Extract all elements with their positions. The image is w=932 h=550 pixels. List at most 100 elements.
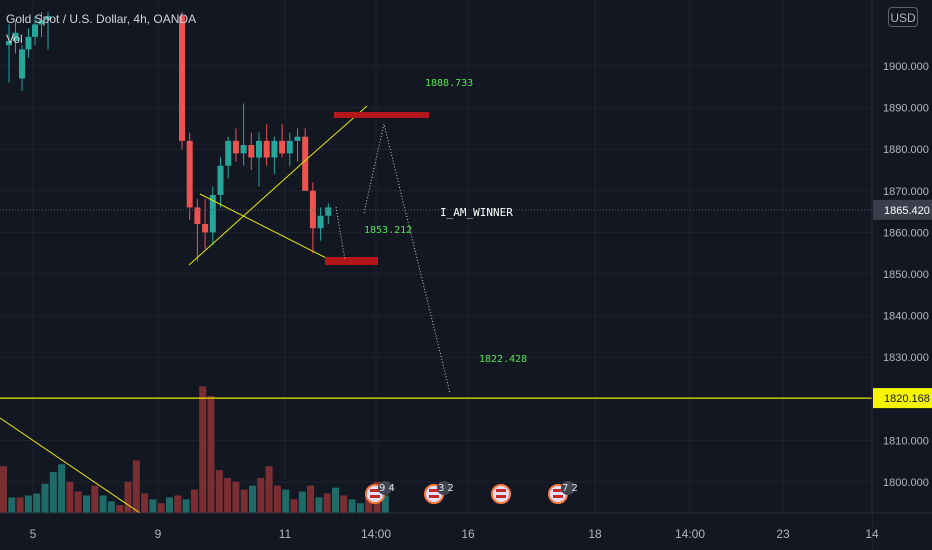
volume-bar [16,497,24,513]
volume-bar [332,487,339,513]
price-tick-label: 1830.000 [883,352,929,364]
volume-bar [8,497,16,513]
volume-bar [307,485,315,513]
time-tick-label: 14 [865,527,879,541]
time-tick-label: 23 [776,527,790,541]
volume-bar [257,477,265,513]
candle-body [12,32,19,42]
candle-body [194,207,201,225]
volume-bar [91,485,99,513]
time-tick-label: 11 [279,527,292,541]
trend-line [199,193,339,265]
candle-body [186,140,193,208]
candle-body [209,194,216,233]
volume-bar [83,495,90,513]
target-zone [325,257,378,265]
price-annotation: 1853.212 [364,225,412,236]
volume-bar [49,472,57,513]
badge-count-bg [437,481,451,495]
volume-bar [24,495,32,513]
volume-bar [190,489,198,513]
volume-bar [381,495,389,513]
us-flag-icon [491,484,511,504]
volume-bar [116,505,124,513]
volume-bar [0,466,7,513]
price-tick-label: 1860.000 [883,227,929,239]
volume-bar [323,493,331,513]
candle-body [232,140,239,154]
candle-body [302,136,309,191]
flag-stripe [370,495,380,498]
volume-bar [282,489,290,513]
volume-bar [365,495,373,513]
volume-bar [348,499,356,513]
current-price-label: 1865.420 [884,205,930,217]
candle-body [25,36,32,50]
flag-stripe [370,489,380,492]
volume-bar [273,485,281,513]
volume-bar [249,485,256,513]
volume-bar [290,499,298,513]
candle-body [6,41,12,46]
volume-bar [149,499,157,513]
time-tick-label: 18 [588,527,602,541]
candle-body [286,140,293,154]
volume-bar [315,497,323,513]
time-tick-label: 9 [155,527,162,541]
volume-bar [74,491,82,513]
price-annotation: 1822.428 [479,354,527,365]
price-tick-label: 1900.000 [883,61,929,73]
volume-bar [141,493,149,513]
price-tick-label: 1880.000 [883,144,929,156]
price-tick-label: 1890.000 [883,103,929,115]
currency-button[interactable]: USD [888,7,918,27]
target-zone [334,112,429,118]
candlesticks [6,11,332,262]
candle-body [263,140,270,158]
volume-bar [58,464,66,513]
volume-bar [298,491,306,513]
badge-count: 3 2 [438,483,454,494]
support-price-label: 1820.168 [884,393,930,405]
price-tick-label: 1810.000 [883,435,929,447]
winner-label: I_AM_WINNER [440,206,513,219]
volume-bar [215,470,223,513]
volume-bar [124,481,132,513]
flag-stripe [553,489,563,492]
candle-body [32,24,38,37]
flag-stripe [429,495,439,498]
candle-body [294,136,301,141]
badge-count: 7 2 [562,483,578,494]
time-axis [0,513,872,550]
volume-bar [132,460,140,513]
current-price-tag [873,199,932,220]
candle-body [317,215,324,229]
volume-bar [157,503,165,513]
candle-body [225,140,232,166]
price-axis [872,0,932,550]
volume-bar [182,499,190,513]
volume-bar [232,481,240,513]
flag-stripe [553,495,563,498]
volume-bar [356,503,364,513]
flag-stripe [496,495,506,498]
candle-body [248,145,255,158]
volume-label: Vol [6,32,23,46]
time-tick-label: 14:00 [361,527,391,541]
volume-bar [174,495,182,513]
candle-body [38,20,45,25]
volume-bar [240,489,248,513]
badge-count-bg [561,481,575,495]
volume-bar [199,386,207,513]
price-tick-label: 1850.000 [883,269,929,281]
symbol-title: Gold Spot / U.S. Dollar, 4h, OANDA [6,12,197,26]
price-tick-label: 1800.000 [883,477,929,489]
candle-body [240,145,247,154]
price-tick-label: 1840.000 [883,311,929,323]
volume-bar [107,501,115,513]
volume-bar [99,495,107,513]
badge-count-bg [378,481,392,495]
trend-line [188,157,309,266]
candle-body [271,140,278,158]
